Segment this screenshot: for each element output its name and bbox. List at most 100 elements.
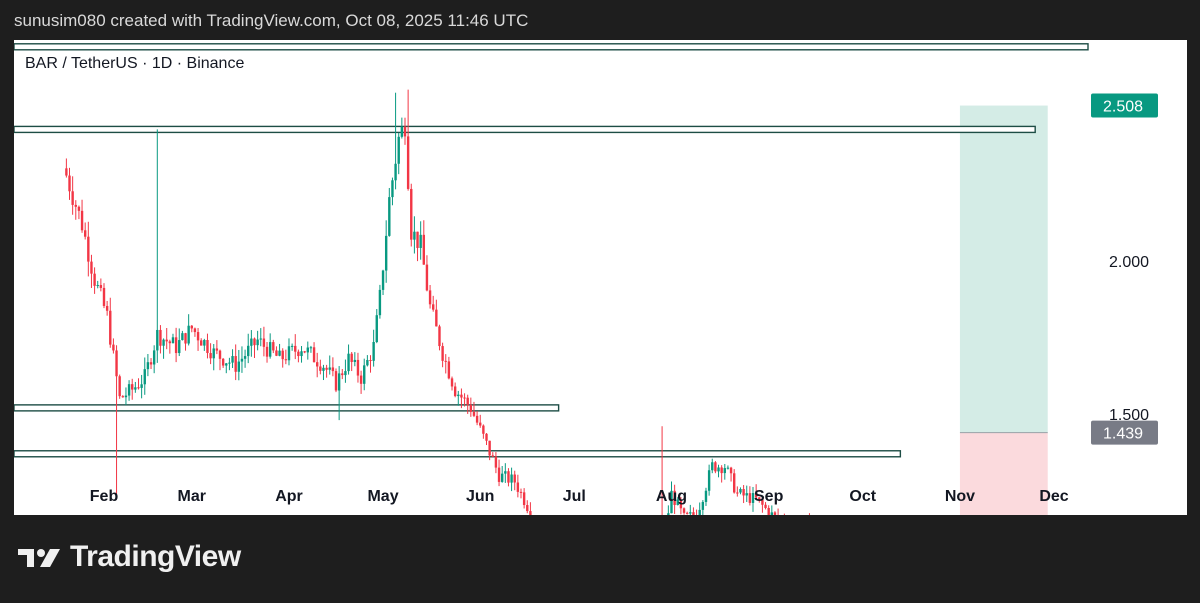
candle-body-40[interactable]: [190, 325, 193, 329]
candle-body-206[interactable]: [711, 462, 714, 471]
candle-body-56[interactable]: [240, 358, 244, 362]
candle-body-52[interactable]: [228, 362, 231, 364]
candle-body-62[interactable]: [259, 338, 262, 340]
candle-body-27[interactable]: [149, 362, 153, 365]
candle-body-79[interactable]: [312, 347, 316, 363]
candle-body-192[interactable]: [667, 513, 670, 515]
candle-body-139[interactable]: [500, 473, 504, 482]
candle-body-32[interactable]: [165, 339, 168, 342]
candle-body-113[interactable]: [419, 234, 422, 248]
candle-body-93[interactable]: [356, 359, 360, 376]
candle-body-69[interactable]: [281, 350, 284, 360]
candle-body-101[interactable]: [381, 270, 385, 290]
candle-body-141[interactable]: [507, 471, 510, 483]
candle-body-98[interactable]: [372, 342, 375, 361]
candle-body-18[interactable]: [121, 396, 125, 398]
candle-body-13[interactable]: [105, 305, 109, 311]
candle-body-213[interactable]: [732, 473, 736, 493]
candle-body-42[interactable]: [196, 332, 200, 341]
candle-body-210[interactable]: [723, 468, 726, 474]
candle-body-104[interactable]: [391, 180, 394, 198]
candle-body-136[interactable]: [491, 455, 494, 457]
candle-body-41[interactable]: [193, 328, 197, 333]
candle-body-148[interactable]: [529, 511, 532, 515]
candle-body-106[interactable]: [397, 136, 400, 164]
candle-body-50[interactable]: [221, 358, 225, 366]
price-chart[interactable]: BAR / TetherUS · 1D · Binance 3.0002.000…: [14, 40, 1187, 515]
candle-body-63[interactable]: [262, 338, 266, 347]
candle-body-22[interactable]: [134, 387, 137, 390]
candle-body-14[interactable]: [109, 310, 112, 345]
candle-body-198[interactable]: [685, 512, 689, 514]
candle-body-129[interactable]: [469, 404, 473, 412]
candle-body-116[interactable]: [428, 290, 432, 305]
candle-body-120[interactable]: [441, 346, 444, 361]
candle-body-37[interactable]: [181, 333, 184, 341]
candle-body-28[interactable]: [152, 350, 156, 365]
candle-body-193[interactable]: [670, 490, 673, 514]
candle-body-89[interactable]: [344, 371, 347, 376]
candle-body-73[interactable]: [294, 345, 297, 352]
candle-body-115[interactable]: [425, 264, 429, 291]
chart-panel[interactable]: BAR / TetherUS · 1D · Binance 3.0002.000…: [14, 40, 1187, 515]
candle-body-24[interactable]: [140, 384, 143, 388]
candle-body-221[interactable]: [758, 497, 761, 500]
candle-body-133[interactable]: [482, 425, 485, 434]
candle-body-34[interactable]: [171, 337, 175, 344]
candle-body-48[interactable]: [215, 348, 219, 351]
candle-body-65[interactable]: [268, 342, 272, 357]
candle-body-85[interactable]: [331, 367, 335, 372]
candle-body-195[interactable]: [676, 499, 679, 505]
candle-body-64[interactable]: [265, 346, 269, 357]
level-band-1[interactable]: [14, 43, 1089, 51]
candle-body-128[interactable]: [466, 397, 469, 405]
candle-body-80[interactable]: [316, 362, 319, 367]
candle-body-122[interactable]: [447, 361, 451, 379]
candle-body-127[interactable]: [463, 397, 466, 399]
candle-body-49[interactable]: [218, 350, 222, 359]
candle-body-38[interactable]: [184, 333, 187, 344]
candle-body-60[interactable]: [253, 338, 256, 346]
candle-body-68[interactable]: [278, 350, 281, 356]
candle-body-107[interactable]: [400, 126, 404, 137]
candle-body-43[interactable]: [199, 340, 203, 346]
candle-body-66[interactable]: [272, 342, 275, 351]
candle-body-0[interactable]: [65, 168, 68, 176]
candle-body-20[interactable]: [127, 384, 131, 396]
candle-body-143[interactable]: [513, 474, 516, 483]
candle-body-33[interactable]: [168, 341, 172, 344]
candle-body-222[interactable]: [761, 499, 764, 505]
candle-body-44[interactable]: [203, 340, 206, 346]
candle-body-225[interactable]: [770, 512, 774, 515]
candle-body-109[interactable]: [406, 136, 410, 189]
candle-body-81[interactable]: [319, 366, 322, 371]
candle-body-92[interactable]: [353, 359, 357, 362]
candle-body-117[interactable]: [432, 304, 435, 310]
candle-body-74[interactable]: [297, 351, 300, 357]
candle-body-36[interactable]: [178, 340, 181, 354]
candle-body-202[interactable]: [698, 509, 701, 515]
candle-body-12[interactable]: [102, 287, 106, 306]
candle-body-224[interactable]: [767, 507, 770, 515]
candle-body-135[interactable]: [488, 440, 491, 456]
candle-body-138[interactable]: [497, 467, 501, 482]
candle-body-110[interactable]: [410, 188, 413, 240]
candle-body-199[interactable]: [689, 512, 692, 514]
candle-body-97[interactable]: [369, 360, 372, 362]
candle-body-17[interactable]: [118, 376, 121, 397]
candle-body-90[interactable]: [347, 353, 350, 372]
candle-body-204[interactable]: [704, 490, 708, 502]
candle-body-83[interactable]: [325, 367, 328, 370]
candle-body-26[interactable]: [146, 362, 150, 370]
candle-body-57[interactable]: [243, 356, 247, 359]
candle-body-111[interactable]: [413, 231, 416, 240]
candle-body-10[interactable]: [96, 285, 99, 287]
candle-body-11[interactable]: [99, 285, 103, 288]
candle-body-82[interactable]: [322, 367, 325, 371]
candle-body-77[interactable]: [306, 347, 309, 353]
candle-body-194[interactable]: [673, 490, 676, 505]
level-band-4[interactable]: [14, 450, 902, 458]
candle-body-100[interactable]: [378, 289, 382, 316]
candle-body-140[interactable]: [504, 471, 507, 474]
candle-body-209[interactable]: [720, 467, 723, 474]
